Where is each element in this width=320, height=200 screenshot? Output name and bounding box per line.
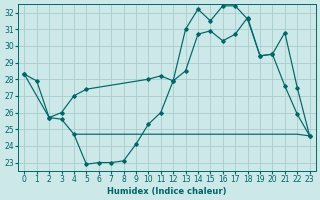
X-axis label: Humidex (Indice chaleur): Humidex (Indice chaleur) <box>107 187 227 196</box>
